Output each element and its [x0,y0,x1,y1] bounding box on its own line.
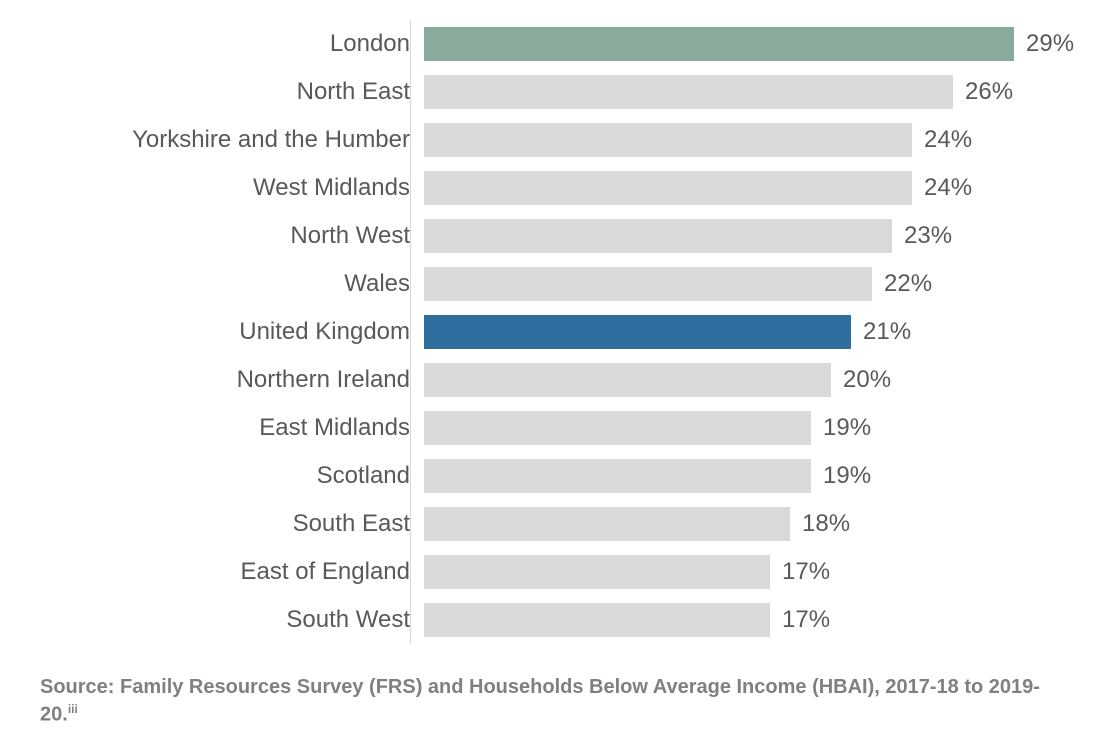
value-label: 26% [965,78,1013,106]
bar-row: Northern Ireland 20% [40,356,1062,404]
bar-row: Yorkshire and the Humber 24% [40,116,1062,164]
source-text: Source: Family Resources Survey (FRS) an… [40,676,1040,726]
bar-cell: 17% [424,596,1062,644]
value-label: 29% [1026,30,1074,58]
category-label: West Midlands [40,174,424,202]
category-label: Yorkshire and the Humber [40,126,424,154]
value-label: 24% [924,174,972,202]
value-label: 23% [904,222,952,250]
bar [424,411,811,445]
category-label: North East [40,78,424,106]
bar-cell: 26% [424,68,1062,116]
category-label: Scotland [40,462,424,490]
bar-row: East of England 17% [40,548,1062,596]
bar-row: South East 18% [40,500,1062,548]
bar-cell: 22% [424,260,1062,308]
bar [424,507,790,541]
category-label: East of England [40,558,424,586]
value-label: 20% [843,366,891,394]
bar [424,123,912,157]
bar [424,603,770,637]
bar [424,555,770,589]
bar-row: Scotland 19% [40,452,1062,500]
bar-cell: 20% [424,356,1062,404]
value-label: 19% [823,414,871,442]
source-endnote: iii [68,702,78,716]
bar-cell: 23% [424,212,1062,260]
bar-cell: 29% [424,20,1074,68]
category-label: United Kingdom [40,318,424,346]
category-label: North West [40,222,424,250]
value-label: 18% [802,510,850,538]
value-label: 21% [863,318,911,346]
category-label: Northern Ireland [40,366,424,394]
bar [424,27,1014,61]
bar-row: South West 17% [40,596,1062,644]
bar-row: North West 23% [40,212,1062,260]
bar [424,171,912,205]
bar [424,219,892,253]
value-label: 24% [924,126,972,154]
category-label: East Midlands [40,414,424,442]
bar [424,315,851,349]
y-axis-line [410,20,411,644]
bar-cell: 24% [424,116,1062,164]
bar-row: United Kingdom 21% [40,308,1062,356]
bar-row: West Midlands 24% [40,164,1062,212]
bar [424,363,831,397]
value-label: 17% [782,606,830,634]
bar-row: Wales 22% [40,260,1062,308]
bar-rows: London29% North East 26% Yorkshire and the … [40,20,1062,644]
bar [424,267,872,301]
chart-container: London29%North East26%Yorkshire and the … [0,0,1102,740]
value-label: 19% [823,462,871,490]
bar-cell: 19% [424,404,1062,452]
value-label: 17% [782,558,830,586]
category-label: South East [40,510,424,538]
category-label: Wales [40,270,424,298]
bar-cell: 17% [424,548,1062,596]
source-note: Source: Family Resources Survey (FRS) an… [40,674,1040,729]
bar [424,75,953,109]
category-label: South West [40,606,424,634]
category-label: London [40,30,424,58]
bar-cell: 21% [424,308,1062,356]
bar-row: East Midlands 19% [40,404,1062,452]
bar-cell: 18% [424,500,1062,548]
bar-row: North East 26% [40,68,1062,116]
bar-cell: 24% [424,164,1062,212]
bar-row: London29% [40,20,1062,68]
bar [424,459,811,493]
bar-cell: 19% [424,452,1062,500]
value-label: 22% [884,270,932,298]
